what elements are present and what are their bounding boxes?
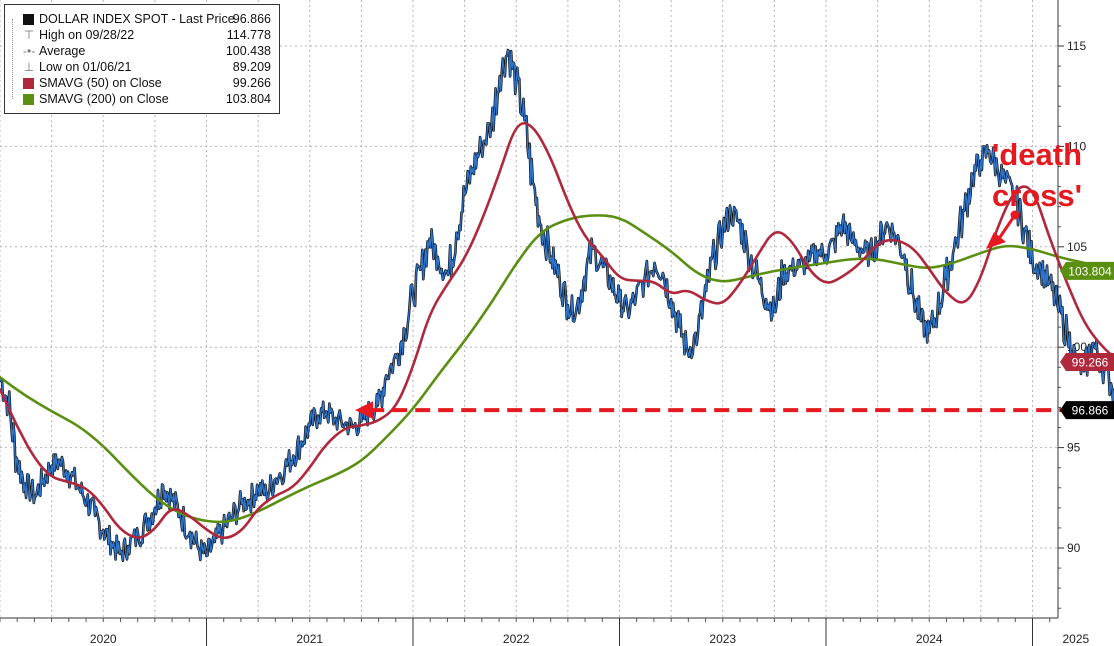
support-arrow-layer <box>355 210 1114 420</box>
axis-value-badges: 103.804 99.266 96.866 <box>1060 261 1114 420</box>
legend-item-average: -•- Average 100.438 <box>5 43 279 59</box>
low-marker-icon: ⊥ <box>23 60 35 74</box>
x-tick-label: 2024 <box>916 632 943 646</box>
price-series-shadow <box>0 48 1114 563</box>
x-tick-label: 2022 <box>503 632 530 646</box>
sma50-badge-bg <box>1060 352 1114 371</box>
y-tick-label: 110 <box>1067 139 1086 153</box>
sma50-badge-text: 99.266 <box>1072 355 1109 369</box>
last-price-badge-text: 96.866 <box>1072 404 1109 418</box>
legend-value: 99.266 <box>232 76 271 90</box>
legend-value: 114.778 <box>226 28 271 42</box>
death-cross-label-line2: cross' <box>992 178 1082 213</box>
x-tick-label: 2025 <box>1063 632 1090 646</box>
y-tick-label: 105 <box>1067 240 1087 254</box>
death-cross-arrow-shaft <box>996 214 1017 241</box>
legend-item-sma50: SMAVG (50) on Close 99.266 <box>5 75 279 91</box>
legend-item-high: ⊤ High on 09/28/22 114.778 <box>5 27 279 43</box>
death-cross-arrow-head <box>986 232 1006 249</box>
last-price-badge-bg <box>1060 401 1114 420</box>
legend-item-dxy: DOLLAR INDEX SPOT - Last Price 96.866 <box>5 11 279 27</box>
legend-label: DOLLAR INDEX SPOT - Last Price <box>39 12 235 26</box>
legend-value: 100.438 <box>225 44 271 58</box>
legend-item-sma200: SMAVG (200) on Close 103.804 <box>5 91 279 107</box>
gridlines <box>0 0 1058 618</box>
series-layer <box>0 48 1114 563</box>
legend-box: DOLLAR INDEX SPOT - Last Price 96.866 ⊤ … <box>4 4 280 114</box>
y-axis: 90 95 100 105 110 115 <box>1057 0 1087 618</box>
sma200-badge-bg <box>1060 261 1114 280</box>
legend-value: 89.209 <box>232 60 271 74</box>
legend-value: 96.866 <box>232 12 271 26</box>
legend-value: 103.804 <box>225 92 271 106</box>
annotation-layer: 'death cross' <box>992 137 1082 213</box>
death-cross-label-line1: 'death <box>992 137 1082 172</box>
high-marker-icon: ⊤ <box>23 28 35 42</box>
sma200-badge-text: 103.804 <box>1068 264 1112 278</box>
dxy-swatch <box>23 14 34 25</box>
x-tick-label: 2021 <box>296 632 323 646</box>
average-marker-icon: -•- <box>23 44 36 58</box>
x-tick-label: 2023 <box>709 632 736 646</box>
y-tick-label: 100 <box>1067 340 1087 354</box>
legend-item-low: ⊥ Low on 01/06/21 89.209 <box>5 59 279 75</box>
sma50-line <box>0 122 1114 540</box>
legend-label: SMAVG (50) on Close <box>39 76 162 90</box>
x-tick-label: 2020 <box>90 632 117 646</box>
x-axis: 2020 2021 2022 2023 2024 2025 <box>0 617 1090 646</box>
legend-label: High on 09/28/22 <box>39 28 135 42</box>
y-tick-label: 95 <box>1067 441 1081 455</box>
legend-label: Average <box>39 44 86 58</box>
legend-label: Low on 01/06/21 <box>39 60 132 74</box>
sma50-swatch <box>23 78 34 89</box>
legend-tree-connector <box>12 19 20 99</box>
support-arrow-head <box>355 401 374 420</box>
price-series-line <box>0 49 1114 562</box>
legend-label: SMAVG (200) on Close <box>39 92 169 106</box>
y-tick-label: 90 <box>1067 541 1081 555</box>
y-tick-label: 115 <box>1067 39 1086 53</box>
sma200-swatch <box>23 94 34 105</box>
